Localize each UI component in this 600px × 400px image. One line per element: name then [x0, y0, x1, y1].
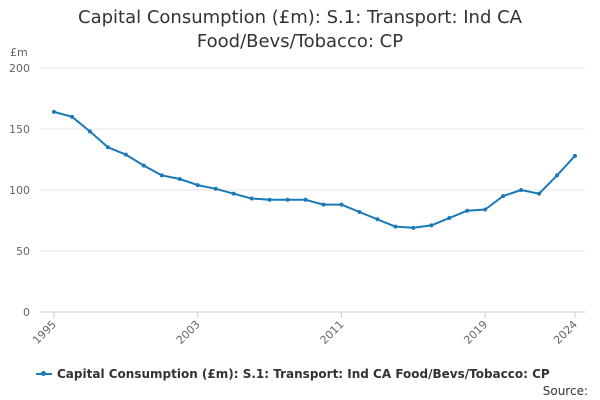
data-point-1996[interactable] — [69, 114, 74, 119]
data-point-1995[interactable] — [52, 109, 56, 114]
data-point-2022[interactable] — [537, 191, 542, 196]
data-point-2015[interactable] — [411, 225, 416, 230]
x-axis: 1995 2003 2011 2019 2024 — [30, 312, 580, 347]
x-tick-label: 2011 — [318, 318, 347, 347]
legend[interactable]: Capital Consumption (£m): S.1: Transport… — [36, 367, 550, 381]
data-point-2009[interactable] — [303, 197, 308, 202]
chart-title-line-2: Food/Bevs/Tobacco: CP — [196, 31, 404, 52]
data-point-1999[interactable] — [123, 152, 128, 157]
data-point-2021[interactable] — [519, 188, 524, 192]
data-point-2019[interactable] — [483, 207, 488, 212]
data-point-2018[interactable] — [465, 208, 470, 213]
data-point-2017[interactable] — [447, 216, 452, 221]
data-point-2005[interactable] — [231, 191, 236, 196]
data-point-2003[interactable] — [195, 183, 200, 188]
y-tick-label: 150 — [9, 123, 30, 136]
x-tick-label: 1995 — [30, 318, 59, 347]
data-point-2016[interactable] — [429, 223, 434, 228]
data-point-2007[interactable] — [267, 197, 272, 202]
y-tick-label: 100 — [9, 184, 30, 197]
data-point-2010[interactable] — [321, 202, 326, 207]
x-tick-label: 2019 — [461, 318, 490, 347]
data-point-2008[interactable] — [285, 197, 290, 202]
data-point-2013[interactable] — [375, 217, 380, 222]
chart-title: Capital Consumption (£m): S.1: Transport… — [0, 6, 600, 54]
chart-title-line-1: Capital Consumption (£m): S.1: Transport… — [78, 7, 522, 28]
x-tick-label: 2003 — [174, 318, 203, 347]
data-point-2004[interactable] — [213, 186, 218, 191]
y-tick-label: 0 — [23, 306, 30, 319]
data-point-2006[interactable] — [249, 196, 254, 201]
gridlines — [40, 67, 585, 313]
data-point-1997[interactable] — [87, 129, 92, 134]
data-point-2014[interactable] — [393, 224, 398, 229]
x-tick-label: 2024 — [551, 318, 580, 347]
y-axis-ticks: 0 50 100 150 200 — [9, 62, 30, 319]
series-group — [52, 109, 577, 230]
data-point-2011[interactable] — [339, 202, 344, 207]
y-tick-label: 200 — [9, 62, 30, 75]
data-point-2000[interactable] — [141, 163, 146, 168]
data-point-2002[interactable] — [177, 177, 182, 182]
data-point-2023[interactable] — [555, 173, 560, 178]
data-point-2012[interactable] — [357, 209, 362, 214]
legend-swatch-icon — [36, 371, 52, 376]
data-point-2001[interactable] — [159, 173, 164, 178]
data-point-2024[interactable] — [573, 153, 577, 158]
y-tick-label: 50 — [16, 245, 30, 258]
y-axis-unit-label: £m — [10, 46, 28, 59]
source-label: Source: — [542, 384, 588, 398]
series-line-0 — [53, 110, 576, 229]
data-point-2020[interactable] — [501, 194, 506, 199]
data-point-1998[interactable] — [105, 145, 110, 150]
legend-label: Capital Consumption (£m): S.1: Transport… — [57, 367, 550, 381]
